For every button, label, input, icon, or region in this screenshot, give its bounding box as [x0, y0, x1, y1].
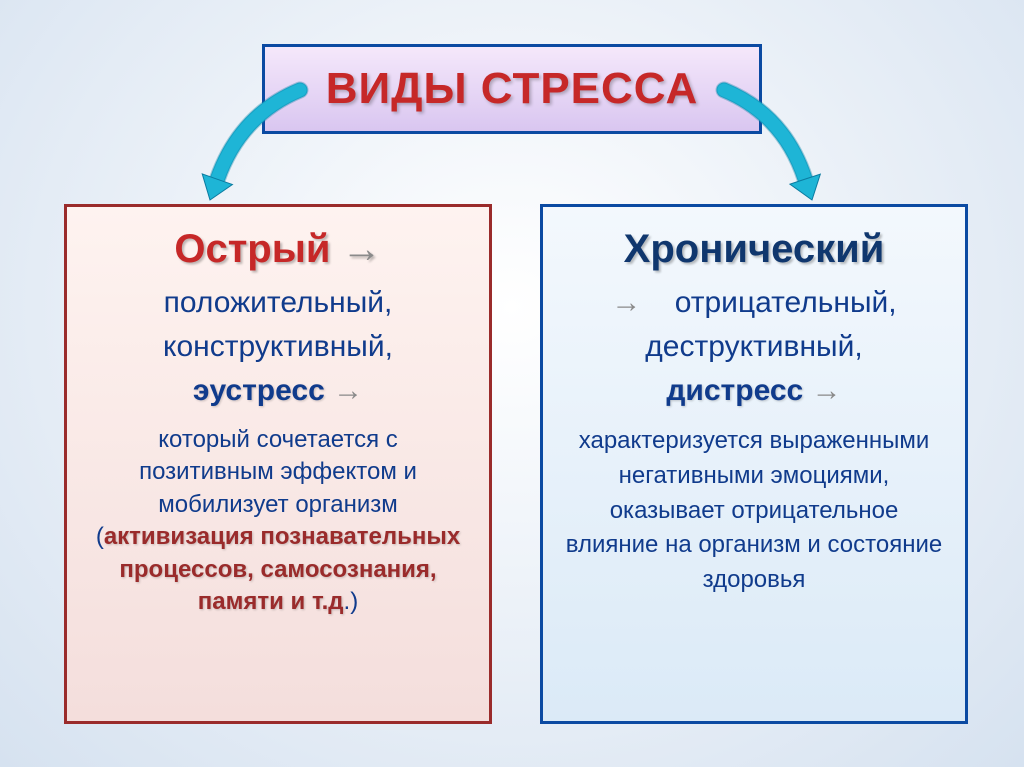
right-arrow-icon: →: [325, 374, 363, 407]
right-line-3: дистресс →: [666, 374, 841, 408]
left-desc-post: .): [344, 588, 359, 615]
title-text: ВИДЫ СТРЕССА: [326, 64, 699, 114]
left-line-1: положительный,: [164, 286, 393, 320]
right-arrow-icon: →: [803, 374, 841, 407]
right-box-chronic: Хронический → отрицательный, деструктивн…: [540, 204, 968, 724]
left-line-3: эустресс →: [193, 374, 363, 408]
left-term-eustress: эустресс: [193, 374, 325, 407]
left-desc-strong: активизация познавательных процессов, са…: [104, 523, 460, 615]
right-word-1: отрицательный,: [675, 286, 897, 319]
left-box-acute: Острый → положительный, конструктивный, …: [64, 204, 492, 724]
right-description: характеризуется выраженными негативными …: [565, 424, 943, 598]
right-arrow-icon: →: [342, 227, 382, 271]
left-description: который сочетается с позитивным эффектом…: [89, 424, 467, 618]
right-line-2: деструктивный,: [645, 330, 862, 364]
right-heading-text: Хронический: [624, 227, 885, 271]
right-heading: Хронический: [624, 227, 885, 272]
left-heading: Острый →: [174, 227, 381, 272]
right-arrow-icon: →: [611, 286, 641, 319]
left-line-2: конструктивный,: [163, 330, 393, 364]
left-heading-text: Острый: [174, 227, 330, 271]
right-line-1: → отрицательный,: [611, 286, 896, 320]
right-term-distress: дистресс: [666, 374, 803, 407]
